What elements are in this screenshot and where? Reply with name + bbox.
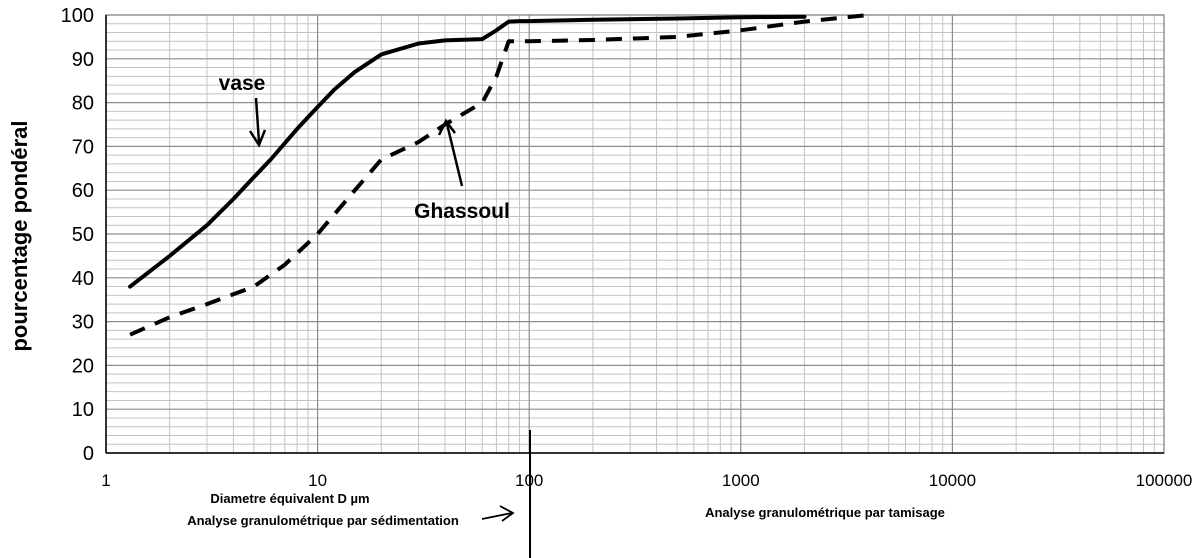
axes xyxy=(105,14,1165,454)
x-tick-label: 1 xyxy=(101,471,110,490)
vase-arrow xyxy=(248,97,267,148)
y-axis-label: pourcentage pondéral xyxy=(7,120,32,351)
y-tick-label: 10 xyxy=(72,399,94,421)
y-tick-label: 30 xyxy=(72,312,94,334)
sedimentation-arrow xyxy=(481,505,515,522)
y-tick-label: 80 xyxy=(72,93,94,115)
y-tick-label: 100 xyxy=(61,5,94,27)
series-line-ghassoul xyxy=(129,13,869,337)
series-line-vase xyxy=(128,14,807,289)
ghassoul-label: Ghassoul xyxy=(414,200,510,223)
y-tick-label: 20 xyxy=(72,355,94,377)
y-tick-label: 50 xyxy=(72,224,94,246)
y-tick-label: 90 xyxy=(72,49,94,71)
diameter-note: Diametre équivalent D µm xyxy=(210,491,369,506)
series xyxy=(128,13,869,337)
sedimentation-note: Analyse granulométrique par sédimentatio… xyxy=(187,513,459,528)
x-tick-label: 100000 xyxy=(1136,471,1193,490)
x-tick-label: 1000 xyxy=(722,471,760,490)
vase-label: vase xyxy=(219,72,266,95)
y-tick-label: 0 xyxy=(83,443,94,465)
ghassoul-arrow xyxy=(437,118,464,187)
x-tick-label: 10 xyxy=(308,471,327,490)
tick-labels: 0102030405060708090100110100100010000100… xyxy=(61,5,1193,490)
x-tick-label: 10000 xyxy=(929,471,976,490)
tamisage-note: Analyse granulométrique par tamisage xyxy=(705,505,945,520)
y-tick-label: 40 xyxy=(72,268,94,290)
y-tick-label: 60 xyxy=(72,180,94,202)
grid xyxy=(105,14,1165,454)
y-tick-label: 70 xyxy=(72,136,94,158)
